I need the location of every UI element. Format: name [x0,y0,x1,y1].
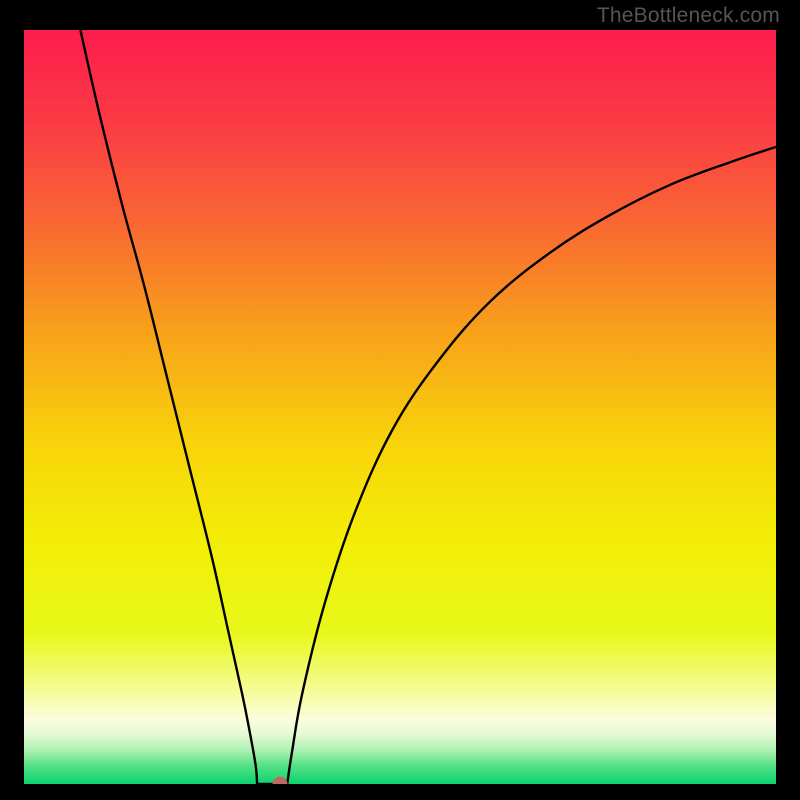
bottleneck-curve [24,30,776,784]
watermark-text: TheBottleneck.com [597,4,780,28]
plot-area [24,30,776,784]
curve-path [80,30,776,784]
